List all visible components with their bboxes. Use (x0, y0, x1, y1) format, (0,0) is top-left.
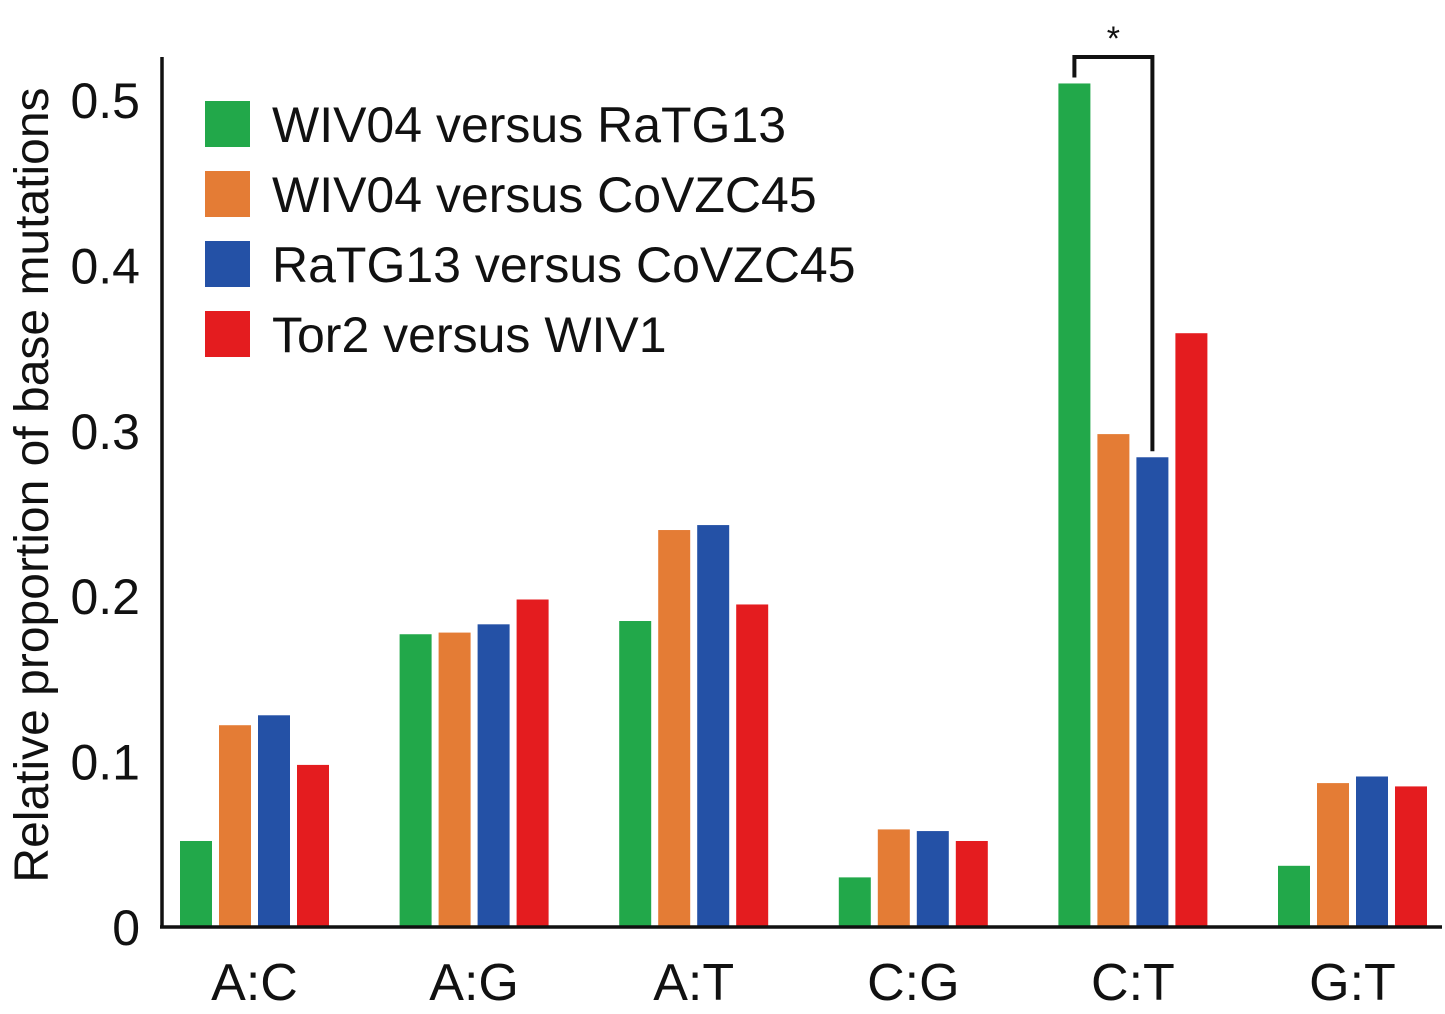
bar-CG-series-4 (955, 840, 988, 927)
significance-star: * (1107, 20, 1120, 58)
y-tick-label: 0.1 (70, 735, 140, 791)
y-axis-label: Relative proportion of base mutations (6, 87, 59, 882)
legend-swatch (205, 101, 250, 147)
y-tick-label: 0 (112, 900, 140, 956)
bar-GT-series-1 (1278, 865, 1310, 927)
category-label: A:G (429, 954, 519, 1009)
category-label: C:G (867, 954, 959, 1009)
legend: WIV04 versus RaTG13 WIV04 versus CoVZC45 R… (205, 97, 856, 363)
category-labels: A:C A:G A:T C:G C:T G:T (211, 954, 1396, 1012)
y-tick-label: 0.3 (70, 404, 140, 460)
category-label: A:T (653, 954, 734, 1009)
legend-label: WIV04 versus CoVZC45 (272, 167, 817, 223)
y-tick-label: 0.4 (70, 238, 140, 294)
bar-GT-series-3 (1356, 776, 1388, 927)
significance-annotation: * (1072, 20, 1155, 452)
bar-CG-series-2 (877, 829, 910, 927)
bar-AG-series-2 (438, 632, 471, 927)
y-tick-label: 0.2 (70, 569, 140, 625)
legend-label: RaTG13 versus CoVZC45 (272, 237, 856, 293)
bar-AG-series-3 (477, 624, 510, 927)
bar-AT-series-3 (697, 525, 730, 927)
bar-CG-series-3 (916, 831, 949, 927)
bar-GT-series-2 (1317, 783, 1349, 927)
bar-AC-series-3 (258, 715, 290, 927)
bar-CG-series-1 (838, 877, 871, 927)
legend-label: WIV04 versus RaTG13 (272, 97, 786, 153)
bar-CT-series-1 (1058, 83, 1091, 927)
category-label: A:C (211, 954, 298, 1009)
legend-label: Tor2 versus WIV1 (272, 307, 667, 363)
y-tick-labels: 0 0.1 0.2 0.3 0.4 0.5 (70, 73, 140, 956)
bar-CT-series-3 (1136, 457, 1169, 927)
bar-AC-series-2 (219, 725, 251, 927)
bar-AT-series-2 (658, 530, 691, 927)
significance-bracket (1072, 55, 1155, 452)
bar-AG-series-1 (399, 634, 432, 927)
bar-AG-series-4 (516, 599, 549, 927)
legend-swatch (205, 311, 250, 357)
bars (180, 83, 1427, 927)
axes (160, 57, 1442, 929)
y-tick-label: 0.5 (70, 73, 140, 129)
bar-CT-series-4 (1175, 333, 1208, 927)
bar-AC-series-1 (180, 840, 212, 927)
bar-CT-series-2 (1097, 434, 1130, 927)
bar-GT-series-4 (1395, 786, 1427, 927)
category-label: C:T (1091, 954, 1175, 1009)
category-label: G:T (1309, 954, 1396, 1009)
bar-AT-series-4 (736, 604, 769, 927)
legend-swatch (205, 171, 250, 217)
legend-swatch (205, 241, 250, 287)
bar-AC-series-4 (297, 764, 329, 927)
bar-AT-series-1 (619, 621, 652, 927)
